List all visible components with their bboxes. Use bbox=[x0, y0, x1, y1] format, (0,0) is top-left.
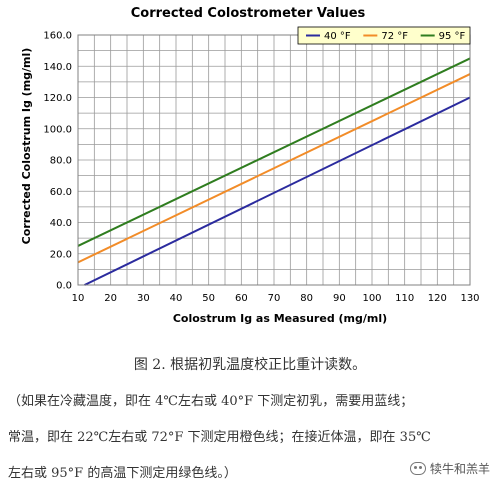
grid bbox=[77, 34, 471, 286]
x-tick-label: 100 bbox=[362, 293, 381, 304]
x-tick-label: 30 bbox=[137, 293, 150, 304]
x-tick-label: 50 bbox=[202, 293, 215, 304]
legend: 40 °F 72 °F 95 °F bbox=[297, 26, 471, 45]
legend-label-3: 95 °F bbox=[439, 31, 466, 42]
x-tick-label: 40 bbox=[170, 293, 183, 304]
y-tick-label: 60.0 bbox=[50, 187, 72, 198]
y-tick-label: 20.0 bbox=[50, 249, 72, 260]
y-axis-label: Corrected Colostrum Ig (mg/ml) bbox=[20, 48, 33, 245]
legend-box bbox=[297, 26, 471, 45]
x-tick-label: 60 bbox=[235, 293, 248, 304]
x-tick-label: 120 bbox=[428, 293, 447, 304]
wechat-icon bbox=[409, 462, 426, 475]
y-tick-label: 0.0 bbox=[56, 281, 72, 292]
x-tick-label: 90 bbox=[333, 293, 346, 304]
x-tick-label: 20 bbox=[104, 293, 117, 304]
x-axis-label: Colostrum Ig as Measured (mg/ml) bbox=[173, 312, 387, 325]
x-tick-label: 10 bbox=[72, 293, 85, 304]
y-tick-label: 140.0 bbox=[43, 62, 72, 73]
x-tick-labels: 10 20 30 40 50 60 70 80 90 100 110 120 130 bbox=[72, 293, 480, 304]
plot-frame bbox=[77, 34, 471, 286]
series-line-1 bbox=[84, 96, 471, 286]
x-tick-label: 70 bbox=[268, 293, 281, 304]
chart-title: Corrected Colostrometer Values bbox=[131, 6, 366, 21]
legend-label-2: 72 °F bbox=[381, 31, 408, 42]
x-tick-label: 110 bbox=[395, 293, 414, 304]
y-tick-label: 80.0 bbox=[50, 156, 72, 167]
figure-caption: 图 2. 根据初乳温度校正比重计读数。 bbox=[133, 357, 367, 373]
caption-note-line-2: 常温，即在 22℃左右或 72°F 下测定用橙色线；在接近体温，即在 35℃ bbox=[8, 430, 431, 445]
series-lines bbox=[77, 57, 471, 286]
series-line-2 bbox=[77, 73, 471, 264]
y-tick-labels: 0.0 20.0 40.0 60.0 80.0 100.0 120.0 140.0 160.0 bbox=[43, 31, 72, 292]
caption-note-line-1: （如果在冷藏温度，即在 4℃左右或 40°F 下测定初乳，需要用蓝线； bbox=[8, 394, 414, 409]
chart: Corrected Colostrometer Values 0.0 20.0 40… bbox=[20, 6, 480, 325]
y-tick-label: 120.0 bbox=[43, 93, 72, 104]
y-tick-label: 40.0 bbox=[50, 218, 72, 229]
y-tick-label: 100.0 bbox=[43, 124, 72, 135]
y-tick-label: 160.0 bbox=[43, 31, 72, 42]
caption-note-line-3: 左右或 95°F 的高温下测定用绿色线。） bbox=[8, 466, 237, 481]
watermark-text: 犊牛和羔羊 bbox=[429, 462, 490, 476]
series-line-3 bbox=[77, 57, 471, 247]
watermark: 犊牛和羔羊 bbox=[409, 460, 490, 477]
legend-label-1: 40 °F bbox=[324, 31, 351, 42]
x-tick-label: 80 bbox=[300, 293, 313, 304]
x-tick-label: 130 bbox=[460, 293, 479, 304]
